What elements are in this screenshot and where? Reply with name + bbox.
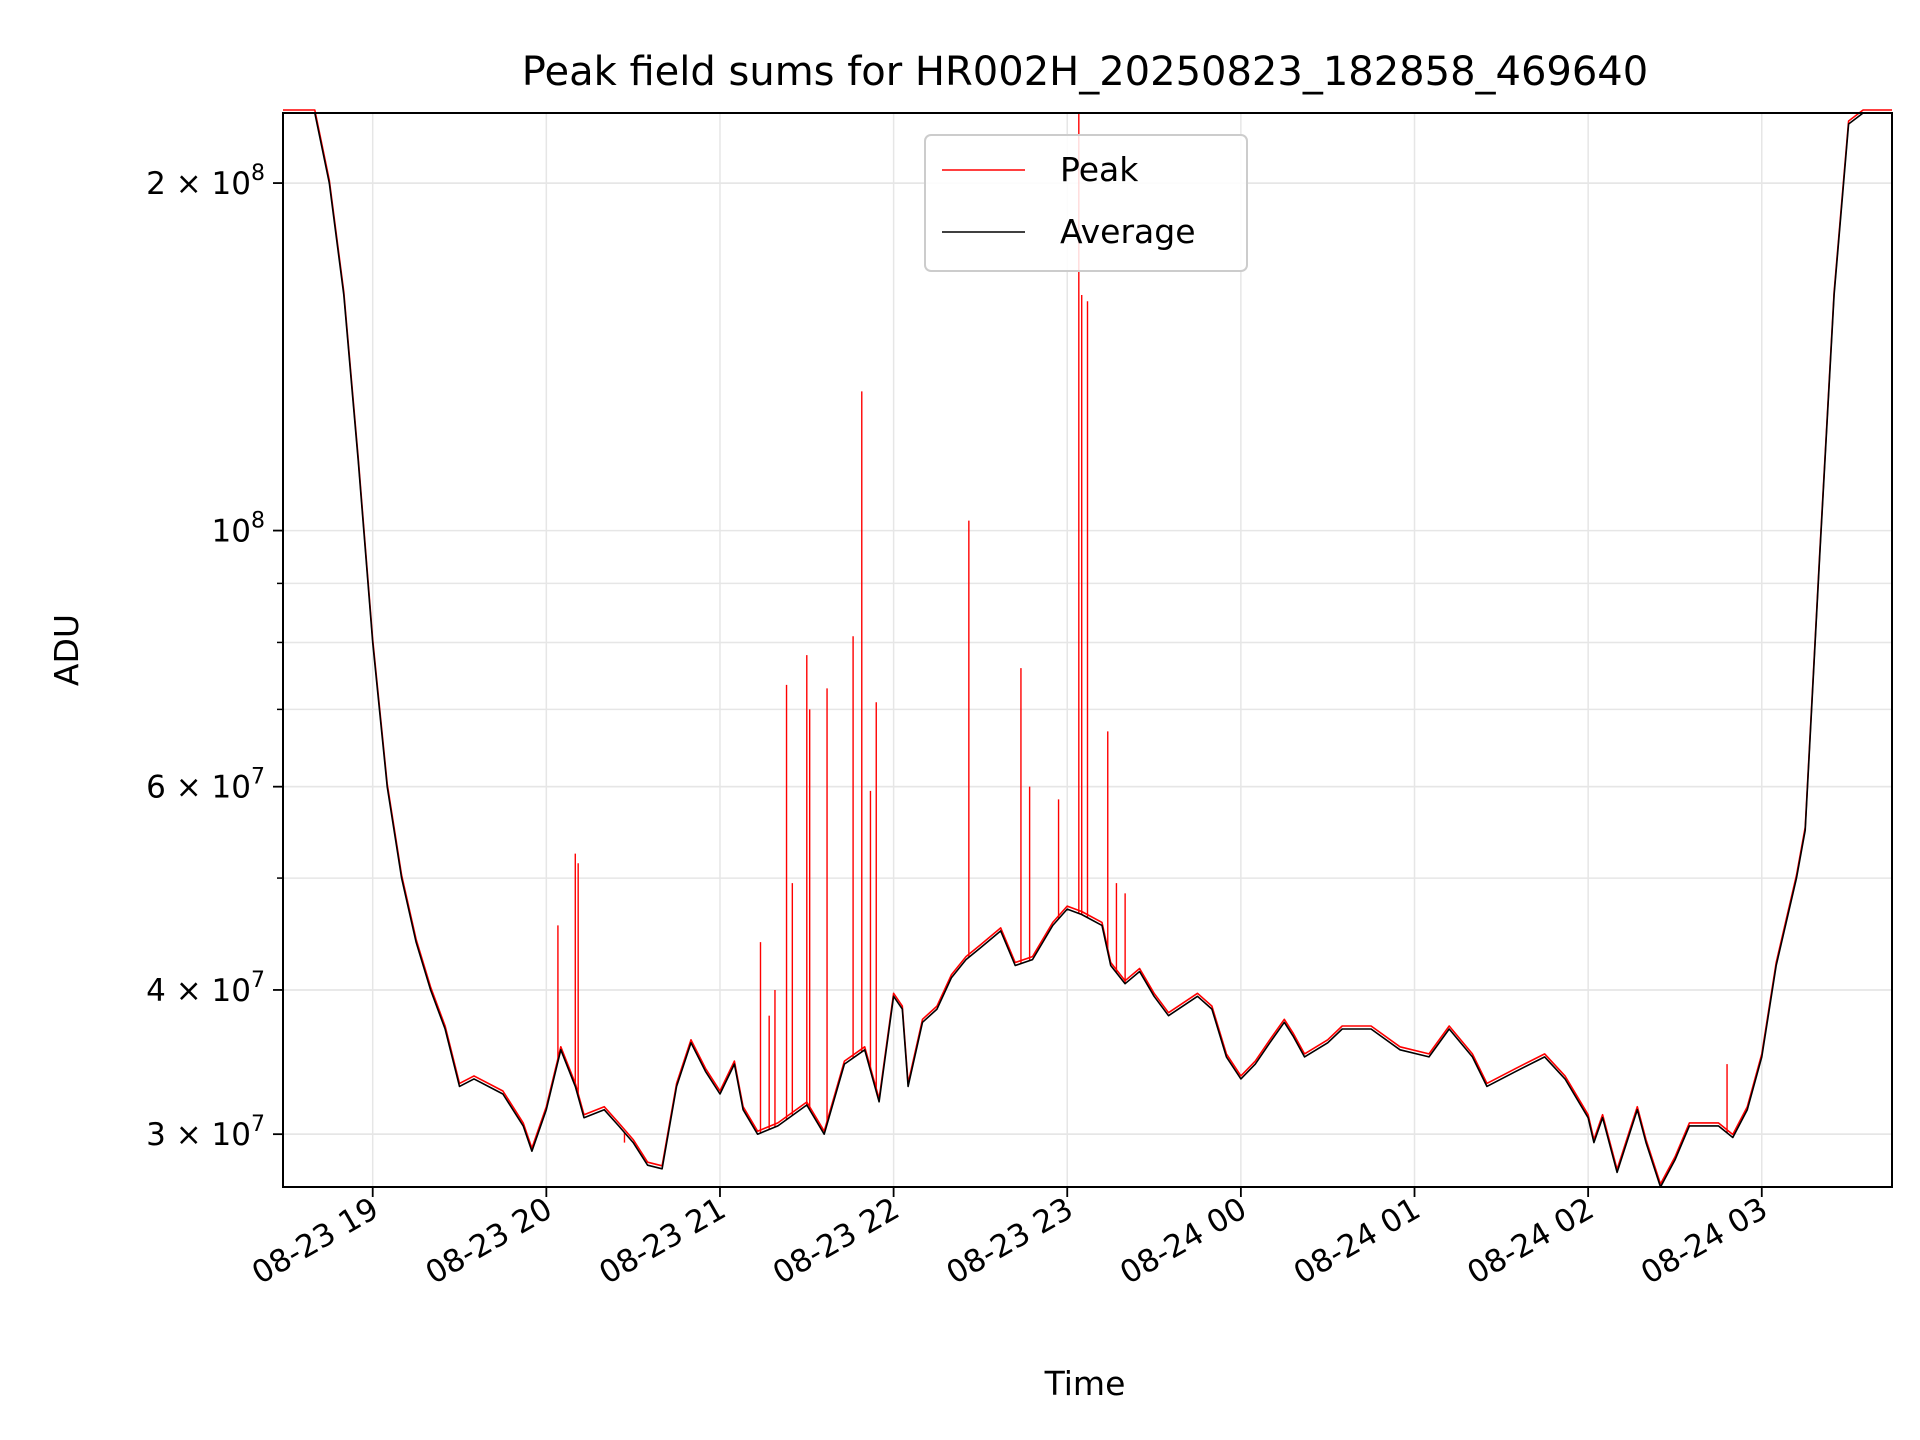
legend-label-average: Average <box>1060 212 1196 251</box>
y-tick-label-exponent: 7 <box>251 765 265 790</box>
y-tick-label: 108 <box>212 509 265 550</box>
x-axis-title: Time <box>1044 1364 1126 1403</box>
y-tick-label-exponent: 8 <box>251 509 265 534</box>
y-tick-label: 4 × 107 <box>146 968 265 1009</box>
legend: Peak Average <box>924 134 1248 272</box>
series-average-line <box>283 112 1892 1188</box>
y-tick-label: 6 × 107 <box>146 765 265 806</box>
y-tick-label-base: 2 × 10 <box>146 166 251 202</box>
y-tick-label: 2 × 108 <box>146 161 265 202</box>
plot-frame <box>282 112 1893 1188</box>
legend-box <box>924 134 1248 272</box>
y-tick-label-base: 3 × 10 <box>146 1117 251 1153</box>
y-tick-label-exponent: 8 <box>251 161 265 186</box>
y-tick-label: 3 × 107 <box>146 1112 265 1153</box>
y-tick-label-exponent: 7 <box>251 968 265 993</box>
y-tick-label-base: 10 <box>212 514 251 550</box>
chart-title: Peak field sums for HR002H_20250823_1828… <box>522 49 1648 95</box>
legend-label-peak: Peak <box>1060 150 1139 189</box>
y-axis-title: ADU <box>47 614 86 686</box>
y-tick-label-exponent: 7 <box>251 1112 265 1137</box>
y-tick-label-base: 4 × 10 <box>146 973 251 1009</box>
y-tick-label-base: 6 × 10 <box>146 770 251 806</box>
